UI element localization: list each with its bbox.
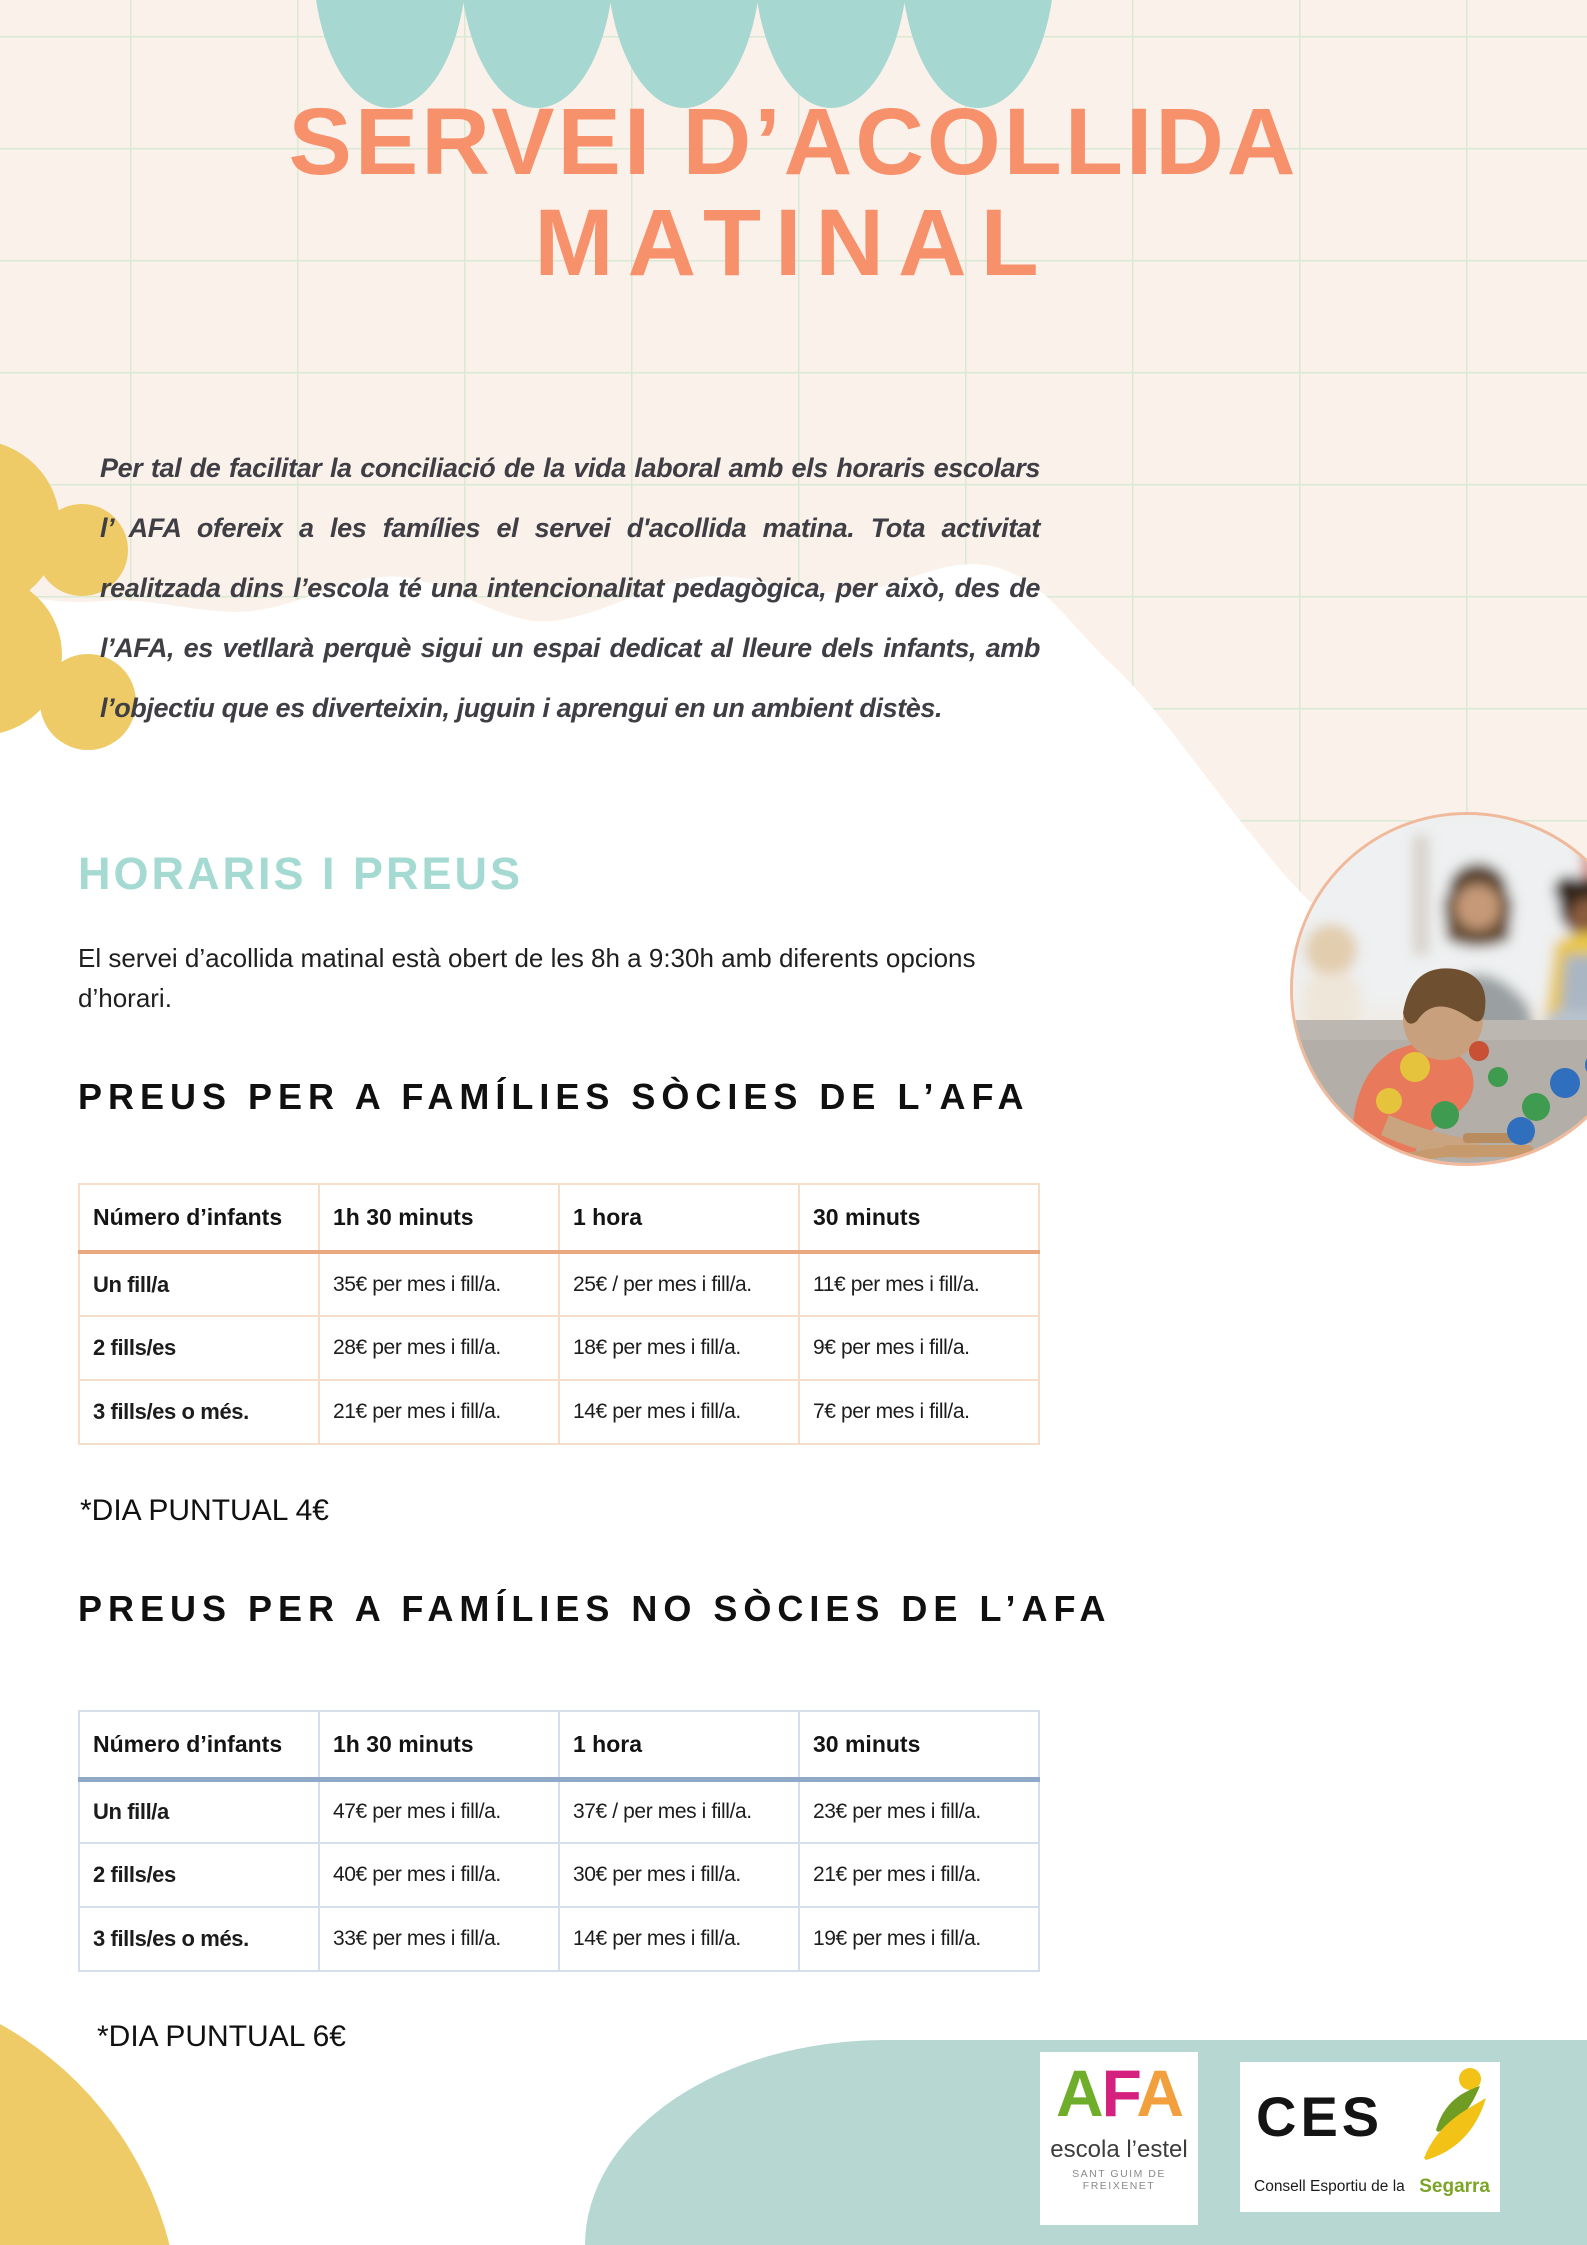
table-cell: 9€ per mes i fill/a. — [798, 1315, 1040, 1381]
column-header: 30 minuts — [798, 1710, 1040, 1782]
socies-price-table: Número d’infants 1h 30 minuts 1 hora 30 … — [78, 1183, 1040, 1445]
table-cell: 28€ per mes i fill/a. — [318, 1315, 560, 1381]
table-cell: 33€ per mes i fill/a. — [318, 1906, 560, 1972]
ces-logo: CES Consell Esportiu de la Segarra — [1240, 2062, 1500, 2212]
table-cell: Un fill/a — [78, 1778, 320, 1844]
title-line-2: MATINAL — [534, 189, 1053, 296]
column-header: 1h 30 minuts — [318, 1710, 560, 1782]
ces-acronym: CES — [1256, 2085, 1384, 2148]
ces-swoosh-icon — [1424, 2068, 1486, 2160]
table-cell: 3 fills/es o més. — [78, 1379, 320, 1445]
afa-letter: A — [1055, 2056, 1104, 2130]
table-cell: 30€ per mes i fill/a. — [558, 1842, 800, 1908]
socies-note: *DIA PUNTUAL 4€ — [80, 1494, 329, 1527]
children-playing-photo — [1290, 812, 1587, 1166]
table-cell: 7€ per mes i fill/a. — [798, 1379, 1040, 1445]
table-cell: 3 fills/es o més. — [78, 1906, 320, 1972]
afa-school-name: escola l’estel — [1050, 2136, 1188, 2163]
table-cell: 23€ per mes i fill/a. — [798, 1778, 1040, 1844]
table-cell: 40€ per mes i fill/a. — [318, 1842, 560, 1908]
table-cell: 14€ per mes i fill/a. — [558, 1906, 800, 1972]
table-cell: 19€ per mes i fill/a. — [798, 1906, 1040, 1972]
table-row: Un fill/a 47€ per mes i fill/a. 37€ / pe… — [78, 1778, 1040, 1844]
ces-org-name: Consell Esportiu de la — [1254, 2178, 1405, 2195]
horaris-heading: HORARIS I PREUS — [78, 848, 524, 899]
teal-petals-decoration — [316, 0, 1052, 108]
afa-logo-letters: AFA — [1040, 2056, 1198, 2130]
table-cell: 25€ / per mes i fill/a. — [558, 1251, 800, 1317]
table-cell: 14€ per mes i fill/a. — [558, 1379, 800, 1445]
no-socies-price-table: Número d’infants 1h 30 minuts 1 hora 30 … — [78, 1710, 1040, 1972]
table-row: 2 fills/es 40€ per mes i fill/a. 30€ per… — [78, 1842, 1040, 1908]
column-header: 1 hora — [558, 1183, 800, 1254]
puzzle-blob-decoration — [0, 443, 136, 750]
table-cell: 11€ per mes i fill/a. — [798, 1251, 1040, 1317]
table-cell: 47€ per mes i fill/a. — [318, 1778, 560, 1844]
title-line-1: SERVEI D’ACOLLIDA — [288, 89, 1299, 195]
table-cell: 21€ per mes i fill/a. — [798, 1842, 1040, 1908]
no-socies-heading: PREUS PER A FAMÍLIES NO SÒCIES DE L’AFA — [78, 1588, 1112, 1629]
column-header: Número d’infants — [78, 1710, 320, 1782]
table-row: Un fill/a 35€ per mes i fill/a. 25€ / pe… — [78, 1251, 1040, 1317]
table-cell: Un fill/a — [78, 1251, 320, 1317]
table-cell: 21€ per mes i fill/a. — [318, 1379, 560, 1445]
table-row: 3 fills/es o més. 33€ per mes i fill/a. … — [78, 1906, 1040, 1972]
no-socies-note: *DIA PUNTUAL 6€ — [97, 2020, 346, 2053]
table-header-row: Número d’infants 1h 30 minuts 1 hora 30 … — [78, 1183, 1040, 1254]
table-cell: 2 fills/es — [78, 1842, 320, 1908]
table-cell: 35€ per mes i fill/a. — [318, 1251, 560, 1317]
horaris-description: El servei d’acollida matinal està obert … — [78, 943, 976, 1013]
socies-heading: PREUS PER A FAMÍLIES SÒCIES DE L’AFA — [78, 1076, 1030, 1117]
table-header-row: Número d’infants 1h 30 minuts 1 hora 30 … — [78, 1710, 1040, 1782]
corner-blob-decoration — [0, 2024, 170, 2245]
column-header: 30 minuts — [798, 1183, 1040, 1254]
afa-logo: AFA escola l’estel SANT GUIM DE FREIXENE… — [1040, 2052, 1198, 2225]
afa-letter: A — [1136, 2056, 1184, 2130]
grid-background — [0, 0, 1587, 1000]
page-title: SERVEI D’ACOLLIDA MATINAL — [0, 92, 1587, 293]
column-header: Número d’infants — [78, 1183, 320, 1254]
table-row: 2 fills/es 28€ per mes i fill/a. 18€ per… — [78, 1315, 1040, 1381]
children-photo-illustration — [1293, 815, 1587, 1163]
afa-town-name: SANT GUIM DE FREIXENET — [1072, 2168, 1166, 2192]
afa-letter: F — [1101, 2056, 1139, 2130]
table-row: 3 fills/es o més. 21€ per mes i fill/a. … — [78, 1379, 1040, 1445]
table-cell: 18€ per mes i fill/a. — [558, 1315, 800, 1381]
table-cell: 2 fills/es — [78, 1315, 320, 1381]
intro-paragraph: Per tal de facilitar la conciliació de l… — [100, 453, 1040, 723]
column-header: 1h 30 minuts — [318, 1183, 560, 1254]
ces-region-name: Segarra — [1419, 2176, 1490, 2197]
table-cell: 37€ / per mes i fill/a. — [558, 1778, 800, 1844]
column-header: 1 hora — [558, 1710, 800, 1782]
